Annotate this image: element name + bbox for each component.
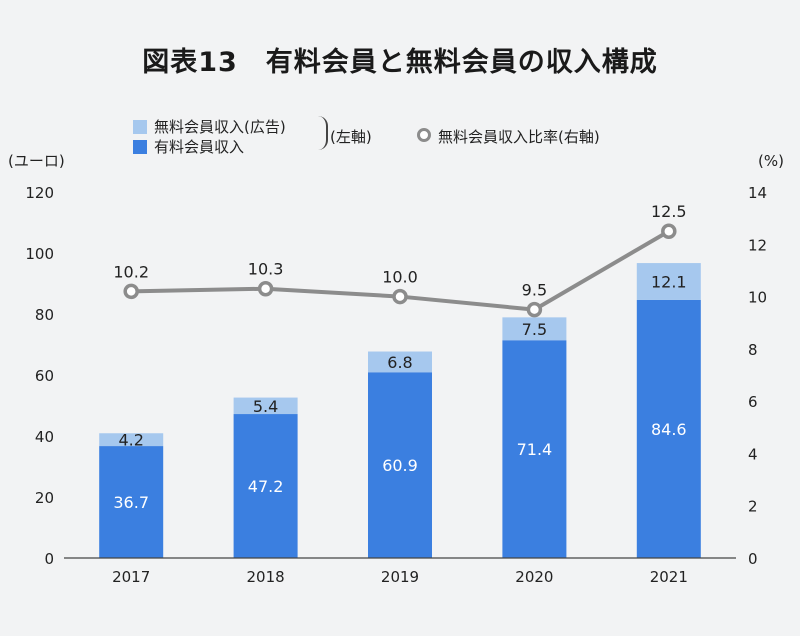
y-right-tick-label: 8 (748, 341, 758, 359)
legend-label-ratio: 無料会員収入比率(右軸) (438, 128, 600, 146)
x-tick-label: 2019 (381, 568, 419, 586)
data-label-ratio: 10.2 (113, 262, 149, 281)
bar-free-2017 (99, 433, 164, 447)
data-label-paid: 84.6 (651, 420, 687, 439)
legend-swatch-free-revenue (133, 120, 147, 134)
legend-brace (318, 116, 328, 150)
legend-label-free-revenue: 無料会員収入(広告) (154, 118, 286, 136)
x-tick-label: 2021 (650, 568, 688, 586)
data-label-ratio: 9.5 (522, 281, 547, 300)
ratio-marker (392, 288, 408, 305)
bar-paid-2020 (502, 340, 567, 558)
data-label-free: 4.2 (118, 431, 143, 450)
bar-paid-2019 (368, 372, 432, 558)
bar-free-2021 (636, 263, 701, 300)
x-tick-label: 2020 (515, 568, 553, 586)
y-left-tick-label: 0 (44, 550, 54, 568)
x-tick-label: 2018 (247, 568, 285, 586)
bar-free-2019 (368, 351, 432, 373)
y-right-tick-label: 4 (748, 445, 758, 463)
bar-paid-2017 (99, 446, 164, 558)
data-label-ratio: 10.3 (248, 260, 284, 279)
data-label-paid: 71.4 (517, 440, 553, 459)
y-right-tick-label: 2 (748, 498, 758, 516)
y-right-tick-label: 0 (748, 550, 758, 568)
legend-left-axis-note: (左軸) (330, 128, 372, 146)
legend-marker-ratio (417, 128, 431, 142)
bar-paid-2021 (636, 299, 701, 558)
y-left-tick-label: 20 (35, 489, 54, 507)
bar-free-2018 (233, 397, 298, 415)
data-label-paid: 36.7 (113, 493, 149, 512)
ratio-marker (257, 280, 274, 297)
y-left-tick-label: 120 (25, 184, 54, 202)
data-label-paid: 47.2 (248, 477, 284, 496)
data-label-free: 6.8 (387, 353, 412, 372)
data-label-ratio: 10.0 (382, 268, 418, 287)
y-left-axis-label: (ユーロ) (8, 152, 65, 170)
chart-title: 図表13 有料会員と無料会員の収入構成 (142, 47, 658, 78)
bar-paid-2018 (233, 414, 298, 558)
y-right-tick-label: 12 (748, 236, 767, 254)
y-left-tick-label: 100 (25, 245, 54, 263)
ratio-marker (123, 283, 139, 300)
data-label-paid: 60.9 (382, 456, 418, 475)
x-tick-label: 2017 (112, 568, 150, 586)
data-label-free: 7.5 (522, 320, 547, 339)
ratio-marker (661, 223, 677, 239)
legend-label-paid-revenue: 有料会員収入 (154, 138, 245, 156)
data-label-free: 12.1 (651, 273, 687, 292)
y-right-tick-label: 14 (748, 184, 767, 202)
y-right-tick-label: 10 (748, 289, 767, 307)
y-left-tick-label: 40 (35, 428, 54, 446)
y-left-tick-label: 60 (35, 367, 54, 385)
bar-free-2020 (502, 317, 567, 341)
y-left-tick-label: 80 (35, 306, 54, 324)
ratio-marker (526, 301, 543, 318)
data-label-free: 5.4 (253, 397, 278, 416)
y-right-axis-label: (%) (758, 152, 784, 170)
data-label-ratio: 12.5 (651, 202, 687, 221)
legend-swatch-paid-revenue (133, 140, 147, 154)
y-right-tick-label: 6 (748, 393, 758, 411)
